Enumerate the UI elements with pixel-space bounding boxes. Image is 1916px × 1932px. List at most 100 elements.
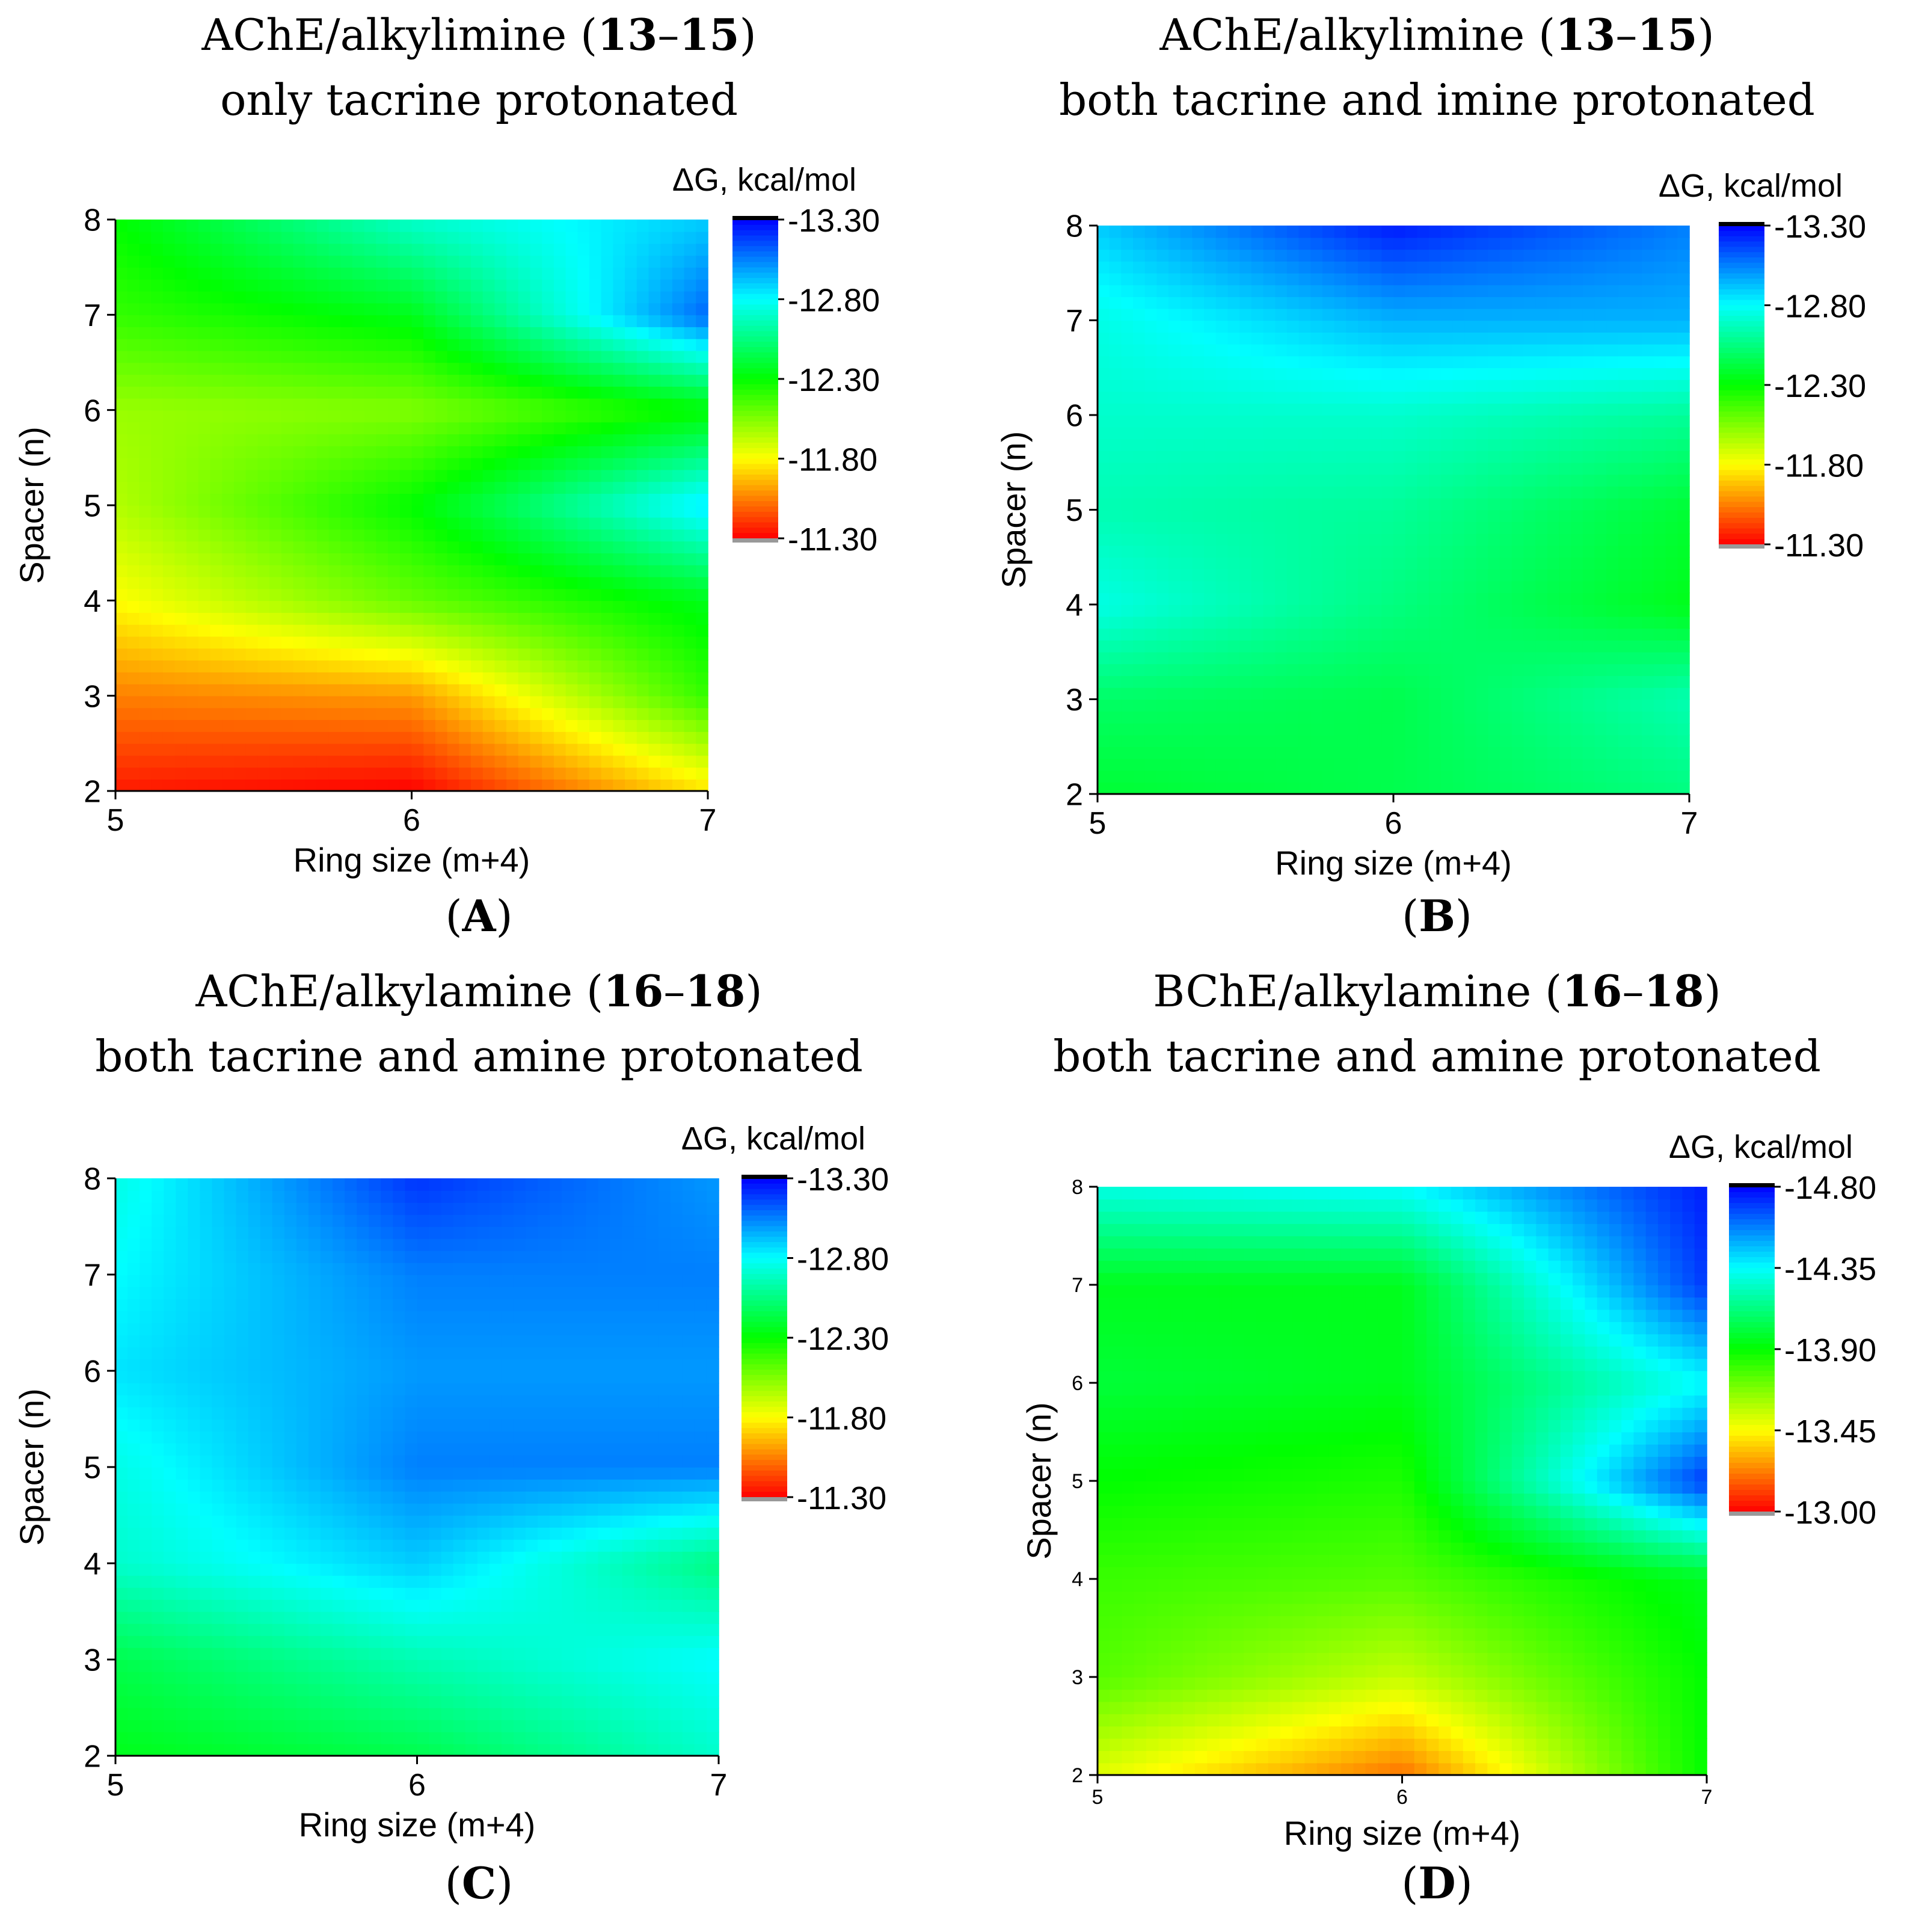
- heat-cell: [1298, 616, 1312, 629]
- heat-cell: [1346, 687, 1359, 700]
- heat-cell: [198, 267, 211, 280]
- colorbar-band: [1719, 247, 1764, 253]
- heat-cell: [1156, 557, 1169, 570]
- heat-cell: [115, 505, 128, 518]
- heat-cell: [1500, 343, 1512, 357]
- heat-cell: [636, 327, 649, 339]
- heat-cell: [542, 755, 554, 768]
- heat-cell: [696, 743, 708, 756]
- heat-cell: [399, 303, 413, 316]
- heat-cell: [222, 672, 235, 685]
- heat-cell: [1440, 628, 1454, 641]
- heat-cell: [1381, 391, 1394, 404]
- heat-cell: [1582, 782, 1595, 795]
- heat-cell: [162, 434, 176, 446]
- heat-cell: [1571, 343, 1583, 357]
- heat-cell: [1239, 249, 1252, 262]
- heat-cell: [1286, 426, 1300, 440]
- colorbar-band: [732, 224, 778, 231]
- heat-cell: [1535, 462, 1548, 475]
- heat-cell: [1180, 438, 1193, 451]
- heat-cell: [1452, 486, 1465, 499]
- y-tick-label: 6: [1066, 399, 1083, 434]
- heat-cell: [340, 386, 353, 399]
- heat-cell: [648, 695, 661, 709]
- heat-cell: [186, 469, 199, 482]
- heat-cell: [601, 220, 614, 232]
- heat-cell: [1144, 651, 1158, 665]
- heat-cell: [1227, 699, 1240, 712]
- heat-cell: [269, 231, 282, 244]
- heat-cell: [1476, 545, 1489, 558]
- heat-cell: [589, 374, 602, 387]
- heat-cell: [1417, 580, 1429, 594]
- heat-cell: [1417, 568, 1429, 582]
- heat-cell: [411, 767, 424, 780]
- heat-cell: [447, 231, 460, 244]
- heat-cell: [1263, 722, 1276, 736]
- heat-cell: [340, 576, 353, 589]
- heat-cell: [565, 731, 579, 744]
- heat-cell: [1665, 640, 1678, 653]
- heat-cell: [672, 327, 685, 339]
- heat-cell: [494, 541, 507, 553]
- heat-cell: [1275, 368, 1288, 380]
- heat-cell: [115, 719, 128, 732]
- heat-cell: [471, 422, 484, 435]
- heat-cell: [471, 267, 484, 280]
- heat-cell: [1547, 782, 1560, 795]
- heat-cell: [471, 517, 484, 530]
- heat-cell: [1227, 675, 1240, 688]
- heat-cell: [1168, 557, 1181, 570]
- heat-cell: [1582, 592, 1595, 605]
- heat-cell: [281, 278, 294, 292]
- heat-cell: [316, 267, 330, 280]
- heat-cell: [245, 695, 259, 709]
- colorbar-band: [1719, 321, 1764, 327]
- heat-cell: [1547, 226, 1560, 238]
- heat-cell: [234, 755, 247, 768]
- heat-cell: [601, 243, 614, 256]
- heat-cell: [1109, 438, 1122, 451]
- heat-cell: [423, 517, 436, 530]
- heat-cell: [1665, 746, 1678, 759]
- heat-cell: [293, 434, 306, 446]
- heat-cell: [506, 576, 519, 589]
- heat-cell: [648, 529, 661, 542]
- heat-cell: [1547, 249, 1560, 262]
- heat-cell: [672, 457, 685, 470]
- heat-cell: [1381, 462, 1394, 475]
- heat-cell: [1606, 699, 1619, 712]
- heat-cell: [376, 767, 388, 780]
- heat-cell: [684, 624, 697, 637]
- heat-cell: [1405, 226, 1418, 238]
- heat-cell: [1298, 403, 1312, 416]
- heat-cell: [506, 362, 519, 375]
- heat-cell: [1286, 557, 1300, 570]
- heat-cell: [1227, 651, 1240, 665]
- heat-cell: [162, 255, 176, 268]
- heat-cell: [1156, 379, 1169, 392]
- heat-cell: [1547, 237, 1560, 250]
- heat-cell: [1630, 237, 1643, 250]
- colorbar-band: [732, 405, 778, 411]
- heat-cell: [293, 707, 306, 721]
- heat-cell: [1630, 497, 1643, 511]
- heat-cell: [1523, 651, 1536, 665]
- heat-cell: [174, 695, 187, 709]
- heat-cell: [1677, 687, 1690, 700]
- heat-cell: [553, 767, 567, 780]
- heat-cell: [352, 267, 365, 280]
- x-tick-label: 6: [1385, 806, 1402, 841]
- heat-cell: [1488, 605, 1500, 617]
- heat-cell: [1582, 308, 1595, 321]
- heat-cell: [1381, 722, 1394, 736]
- heat-cell: [174, 231, 187, 244]
- heat-cell: [1618, 533, 1631, 546]
- heat-cell: [1251, 533, 1264, 546]
- heat-cell: [293, 636, 306, 649]
- heat-cell: [1156, 285, 1169, 297]
- heat-cell: [376, 303, 388, 316]
- heat-cell: [1275, 521, 1288, 534]
- heat-cell: [1322, 521, 1335, 534]
